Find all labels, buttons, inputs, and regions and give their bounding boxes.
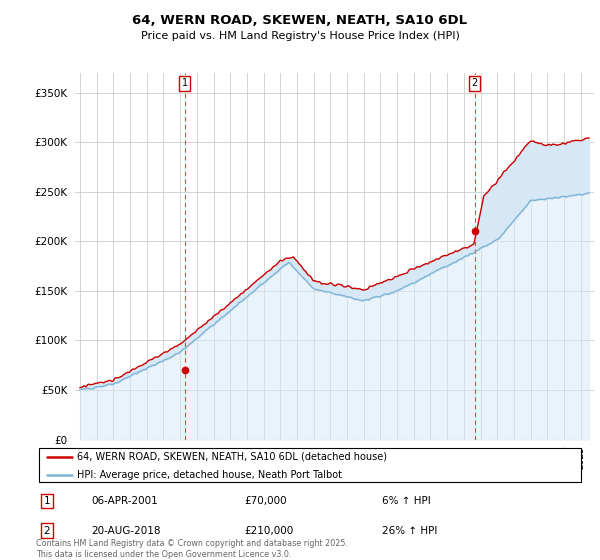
Text: 6% ↑ HPI: 6% ↑ HPI	[382, 496, 431, 506]
Text: 2: 2	[44, 526, 50, 535]
Text: HPI: Average price, detached house, Neath Port Talbot: HPI: Average price, detached house, Neat…	[77, 470, 342, 480]
Text: 20-AUG-2018: 20-AUG-2018	[91, 526, 160, 535]
Text: 26% ↑ HPI: 26% ↑ HPI	[382, 526, 437, 535]
Text: 06-APR-2001: 06-APR-2001	[91, 496, 158, 506]
Text: £70,000: £70,000	[245, 496, 287, 506]
Text: 2: 2	[472, 78, 478, 88]
Text: 1: 1	[182, 78, 188, 88]
FancyBboxPatch shape	[39, 448, 581, 483]
Text: Price paid vs. HM Land Registry's House Price Index (HPI): Price paid vs. HM Land Registry's House …	[140, 31, 460, 41]
Text: Contains HM Land Registry data © Crown copyright and database right 2025.
This d: Contains HM Land Registry data © Crown c…	[36, 539, 348, 559]
Text: 64, WERN ROAD, SKEWEN, NEATH, SA10 6DL: 64, WERN ROAD, SKEWEN, NEATH, SA10 6DL	[133, 14, 467, 27]
Text: 1: 1	[44, 496, 50, 506]
Text: 64, WERN ROAD, SKEWEN, NEATH, SA10 6DL (detached house): 64, WERN ROAD, SKEWEN, NEATH, SA10 6DL (…	[77, 452, 387, 462]
Text: £210,000: £210,000	[245, 526, 294, 535]
